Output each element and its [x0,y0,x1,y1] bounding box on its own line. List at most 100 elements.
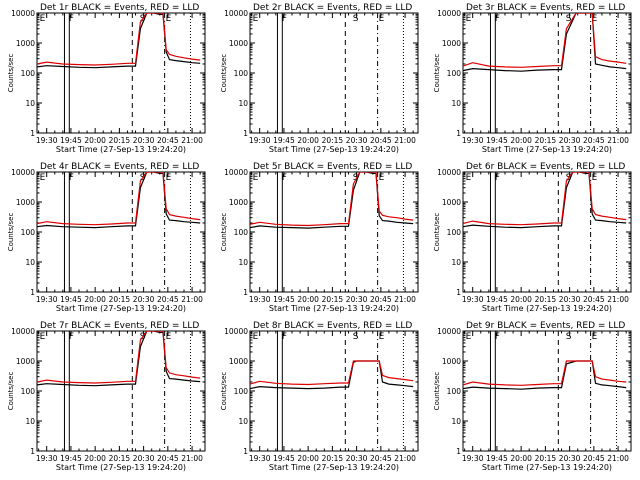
marker-label: S [566,14,572,24]
x-tick-label: 20:15 [109,136,131,145]
marker-label: E [466,14,472,24]
x-tick-label: 20:45 [583,295,605,304]
marker-label: E [379,332,385,342]
marker-label: S [566,332,572,342]
x-tick-label: 19:30 [249,454,271,463]
y-tick-label: 1 [30,129,35,138]
x-axis-label: Start Time (27-Sep-13 19:24:20) [482,145,612,154]
marker-label: F [495,332,500,342]
y-tick-label: 1000 [229,198,248,207]
x-tick-label: 19:45 [486,454,508,463]
series-line-lld [463,360,627,386]
panel-title: Det 9r BLACK = Events, RED = LLD [466,321,625,331]
panel-title: Det 6r BLACK = Events, RED = LLD [466,162,625,172]
panel-3: Det 3r BLACK = Events, RED = LLD 1 10 100 10… [433,3,632,154]
y-tick-label: 10 [451,417,461,426]
series-line-lld [463,172,627,226]
x-tick-label: 19:30 [462,136,484,145]
x-axis-label: Start Time (27-Sep-13 19:24:20) [269,463,399,472]
y-tick-label: 100 [21,69,36,78]
y-tick-label: 100 [234,228,249,237]
x-tick-label: 19:30 [249,136,271,145]
y-tick-label: 1 [456,288,461,297]
x-axis-label: Start Time (27-Sep-13 19:24:20) [482,304,612,313]
panel-title: Det 8r BLACK = Events, RED = LLD [253,321,412,331]
panel-5: Det 5r BLACK = Events, RED = LLD 1 10 100 10… [220,162,419,313]
x-tick-label: 20:15 [109,454,131,463]
y-tick-label: 1000 [442,39,461,48]
y-tick-label: 10 [25,417,35,426]
x-tick-label: 20:45 [157,136,179,145]
marker-label: E [253,14,259,24]
series-line-events [250,172,414,229]
x-tick-label: 20:00 [297,136,319,145]
y-tick-label: 100 [21,387,36,396]
marker-label: E [166,14,172,24]
marker-label: E [166,332,172,342]
x-tick-label: 19:45 [273,295,295,304]
x-tick-label: 20:00 [297,295,319,304]
marker-label: F [282,173,287,183]
marker-label: E [379,173,385,183]
x-tick-label: 20:30 [346,295,368,304]
y-tick-label: 1 [456,129,461,138]
x-tick-label: 19:45 [60,295,82,304]
marker-label: F [495,173,500,183]
x-tick-label: 19:30 [36,295,58,304]
x-tick-label: 20:30 [346,136,368,145]
series-line-events [463,13,627,72]
x-tick-label: 20:45 [370,136,392,145]
axes-box [249,12,419,134]
x-tick-label: 20:15 [109,295,131,304]
y-tick-label: 10 [238,258,248,267]
series-line-lld [463,13,627,68]
y-tick-label: 10 [238,417,248,426]
marker-label: F [282,332,287,342]
y-tick-label: 1 [243,447,248,456]
x-tick-label: 19:30 [36,454,58,463]
y-tick-label: 10 [238,99,248,108]
y-tick-label: 100 [447,69,462,78]
marker-label: S [353,173,359,183]
y-tick-label: 1 [243,129,248,138]
y-tick-label: 10 [25,258,35,267]
marker-label: F [69,14,74,24]
y-tick-label: 10000 [11,168,35,177]
y-tick-label: 1000 [229,39,248,48]
x-tick-label: 20:30 [559,454,581,463]
y-tick-label: 100 [21,228,36,237]
x-tick-label: 19:30 [249,295,271,304]
y-tick-label: 1 [30,288,35,297]
axes-box [249,330,419,452]
y-tick-label: 100 [234,387,249,396]
marker-label: E [40,14,46,24]
marker-label: E [379,14,385,24]
panel-6: Det 6r BLACK = Events, RED = LLD 1 10 100 10… [433,162,632,313]
y-tick-label: 1000 [442,357,461,366]
x-axis-label: Start Time (27-Sep-13 19:24:20) [269,304,399,313]
series-line-events [463,172,627,229]
series-line-lld [250,360,414,386]
axes-box [249,171,419,293]
marker-label: E [592,332,598,342]
x-tick-label: 20:15 [535,136,557,145]
x-tick-label: 20:00 [84,454,106,463]
panel-title: Det 3r BLACK = Events, RED = LLD [466,3,625,13]
x-tick-label: 19:45 [60,454,82,463]
marker-label: S [353,14,359,24]
panel-8: Det 8r BLACK = Events, RED = LLD 1 10 100 10… [220,321,419,472]
y-axis-label: Counts/sec [433,213,441,252]
x-tick-label: 19:30 [462,295,484,304]
y-axis-label: Counts/sec [433,54,441,93]
axes-box [462,12,632,134]
y-axis-label: Counts/sec [7,372,15,411]
y-tick-label: 10 [451,258,461,267]
x-tick-label: 20:15 [322,295,344,304]
axes-box [36,171,206,293]
y-tick-label: 1000 [229,357,248,366]
x-tick-label: 21:00 [394,295,416,304]
panel-title: Det 2r BLACK = Events, RED = LLD [253,3,412,13]
axes-box [462,171,632,293]
x-tick-label: 20:15 [535,454,557,463]
panel-2: Det 2r BLACK = Events, RED = LLD 1 10 100 10… [220,3,419,154]
